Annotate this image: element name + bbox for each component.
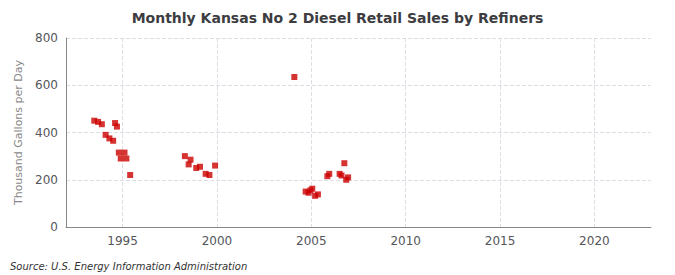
svg-text:2020: 2020 — [579, 234, 610, 248]
svg-text:0: 0 — [50, 220, 58, 234]
svg-text:2010: 2010 — [390, 234, 421, 248]
svg-text:1995: 1995 — [107, 234, 138, 248]
svg-text:Source: U.S. Energy Informatio: Source: U.S. Energy Information Administ… — [10, 261, 247, 272]
svg-text:2015: 2015 — [485, 234, 516, 248]
svg-text:2005: 2005 — [296, 234, 327, 248]
svg-text:Monthly Kansas No 2 Diesel Ret: Monthly Kansas No 2 Diesel Retail Sales … — [132, 10, 544, 26]
svg-text:Thousand Gallons per Day: Thousand Gallons per Day — [12, 59, 25, 206]
svg-text:400: 400 — [35, 126, 58, 140]
svg-text:600: 600 — [35, 78, 58, 92]
svg-text:2000: 2000 — [202, 234, 233, 248]
svg-text:200: 200 — [35, 173, 58, 187]
svg-text:800: 800 — [35, 31, 58, 45]
